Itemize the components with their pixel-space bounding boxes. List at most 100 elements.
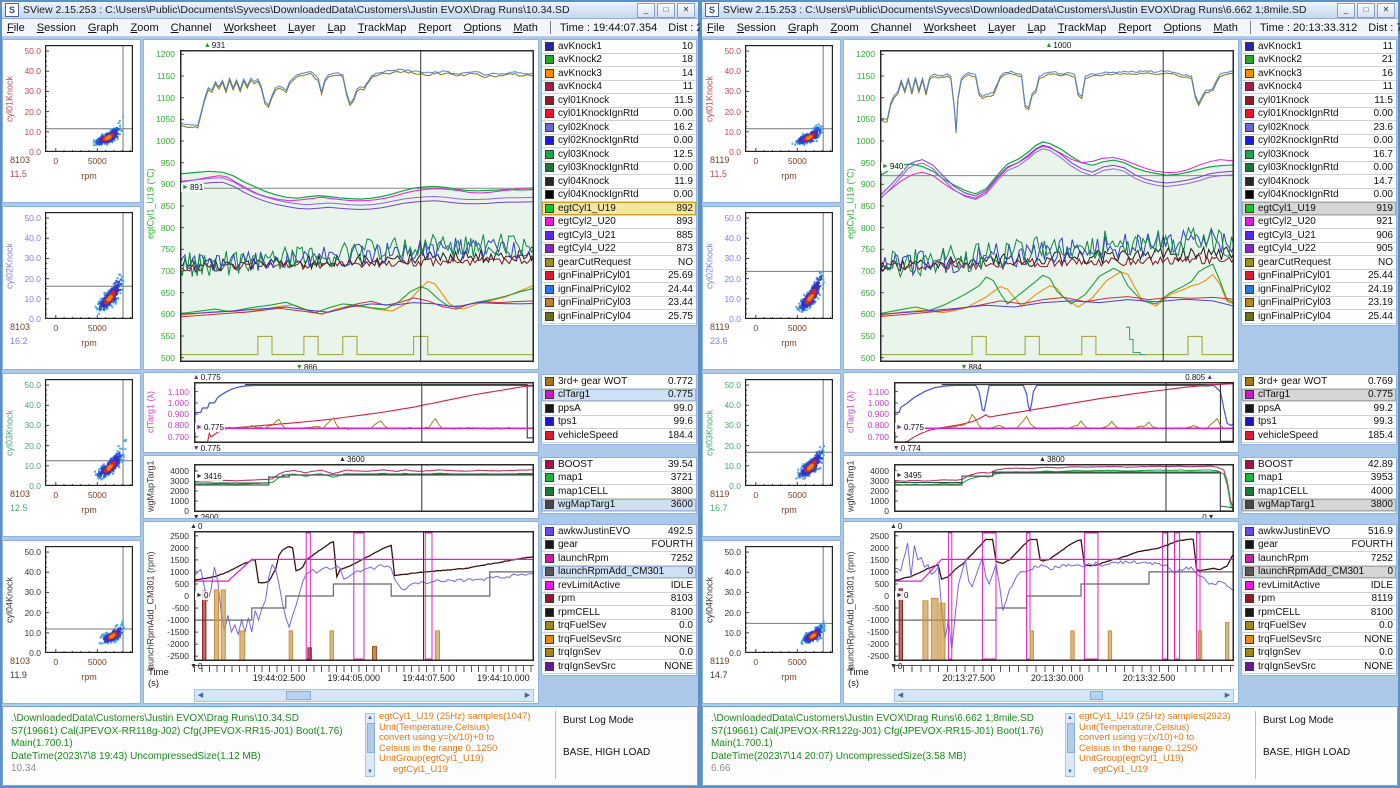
scrollbar-thumb[interactable] xyxy=(1067,723,1075,753)
close-button[interactable]: ✕ xyxy=(677,3,695,18)
channel-row[interactable]: vehicleSpeed184.4 xyxy=(542,429,696,443)
channel-row[interactable]: cyl03Knock12.5 xyxy=(542,148,696,162)
channel-row[interactable]: map13953 xyxy=(1242,472,1396,486)
channel-row[interactable]: clTarg10.775 xyxy=(542,389,696,403)
wgmap-chart-plot-area[interactable] xyxy=(894,464,1234,512)
channel-row[interactable]: wgMapTarg13800 xyxy=(1242,499,1396,513)
menu-session[interactable]: Session xyxy=(737,22,776,34)
channel-row[interactable]: ignFinalPriCyl0224.19 xyxy=(1242,283,1396,297)
channel-row[interactable]: cyl04KnockIgnRtd0.00 xyxy=(542,189,696,203)
scroll-left-arrow-icon[interactable]: ◀ xyxy=(895,690,906,701)
minimize-button[interactable]: _ xyxy=(637,3,655,18)
menu-zoom[interactable]: Zoom xyxy=(130,22,158,34)
channel-row[interactable]: cyl01KnockIgnRtd0.00 xyxy=(542,108,696,122)
menu-math[interactable]: Math xyxy=(513,22,537,34)
channel-row[interactable]: ignFinalPriCyl0425.44 xyxy=(1242,310,1396,324)
channel-row[interactable]: egtCyl3_U21906 xyxy=(1242,229,1396,243)
scatter-plot-area[interactable] xyxy=(745,212,833,319)
channel-row[interactable]: egtCyl1_U19919 xyxy=(1242,202,1396,216)
channel-info-scrollbar[interactable]: ▲▼ xyxy=(365,713,375,777)
menu-channel[interactable]: Channel xyxy=(871,22,912,34)
menu-channel[interactable]: Channel xyxy=(171,22,212,34)
main-chart-plot-area[interactable] xyxy=(180,50,534,362)
menu-math[interactable]: Math xyxy=(1213,22,1237,34)
horizontal-scrollbar[interactable]: ◀▶ xyxy=(194,689,534,702)
channel-row[interactable]: cyl01Knock11.5 xyxy=(1242,94,1396,108)
channel-row[interactable]: cyl01KnockIgnRtd0.00 xyxy=(1242,108,1396,122)
scatter-plot-area[interactable] xyxy=(745,546,833,653)
channel-row[interactable]: 3rd+ gear WOT0.769 xyxy=(1242,375,1396,389)
channel-row[interactable]: wgMapTarg13600 xyxy=(542,499,696,513)
menu-lap[interactable]: Lap xyxy=(1028,22,1046,34)
scatter-plot-area[interactable] xyxy=(45,379,133,486)
channel-row[interactable]: cyl03KnockIgnRtd0.00 xyxy=(542,162,696,176)
scatter-plot-area[interactable] xyxy=(45,45,133,152)
scatter-plot-area[interactable] xyxy=(45,546,133,653)
channel-row[interactable]: cyl02KnockIgnRtd0.00 xyxy=(542,135,696,149)
channel-row[interactable]: awkwJustinEVO516.9 xyxy=(1242,525,1396,539)
channel-row[interactable]: ppsA99.0 xyxy=(542,402,696,416)
scroll-down-arrow-icon[interactable]: ▼ xyxy=(366,768,374,776)
wgmap-chart-plot-area[interactable] xyxy=(194,464,534,512)
channel-row[interactable]: cyl01Knock11.5 xyxy=(542,94,696,108)
channel-row[interactable]: gearCutRequestNO xyxy=(1242,256,1396,270)
channel-row[interactable]: map13721 xyxy=(542,472,696,486)
menu-worksheet[interactable]: Worksheet xyxy=(924,22,976,34)
channel-row[interactable]: avKnock411 xyxy=(1242,81,1396,95)
cltarg-chart-plot-area[interactable] xyxy=(194,382,534,443)
menu-trackmap[interactable]: TrackMap xyxy=(1058,22,1107,34)
channel-row[interactable]: launchRpmAdd_CM3010 xyxy=(542,566,696,580)
minimize-button[interactable]: _ xyxy=(1337,3,1355,18)
channel-row[interactable]: cyl02Knock16.2 xyxy=(542,121,696,135)
channel-row[interactable]: tps199.3 xyxy=(1242,416,1396,430)
channel-row[interactable]: gearFOURTH xyxy=(1242,539,1396,553)
channel-row[interactable]: ignFinalPriCyl0323.44 xyxy=(542,297,696,311)
channel-row[interactable]: gearFOURTH xyxy=(542,539,696,553)
channel-row[interactable]: ignFinalPriCyl0125.69 xyxy=(542,270,696,284)
scrollbar-thumb[interactable] xyxy=(286,691,311,700)
channel-row[interactable]: rpm8103 xyxy=(542,593,696,607)
close-button[interactable]: ✕ xyxy=(1377,3,1395,18)
channel-row[interactable]: map1CELL4000 xyxy=(1242,485,1396,499)
menu-layer[interactable]: Layer xyxy=(288,22,316,34)
channel-row[interactable]: avKnock411 xyxy=(542,81,696,95)
scroll-up-arrow-icon[interactable]: ▲ xyxy=(366,714,374,722)
scatter-plot-area[interactable] xyxy=(745,45,833,152)
channel-row[interactable]: avKnock221 xyxy=(1242,54,1396,68)
cltarg-chart-plot-area[interactable] xyxy=(894,382,1234,443)
launch-chart-plot-area[interactable] xyxy=(194,531,534,661)
menu-zoom[interactable]: Zoom xyxy=(830,22,858,34)
channel-info-scrollbar[interactable]: ▲▼ xyxy=(1065,713,1075,777)
channel-row[interactable]: ignFinalPriCyl0125.44 xyxy=(1242,270,1396,284)
channel-row[interactable]: ignFinalPriCyl0323.19 xyxy=(1242,297,1396,311)
menu-layer[interactable]: Layer xyxy=(988,22,1016,34)
channel-row[interactable]: launchRpmAdd_CM3010 xyxy=(1242,566,1396,580)
menu-graph[interactable]: Graph xyxy=(88,22,119,34)
channel-row[interactable]: egtCyl4_U22905 xyxy=(1242,243,1396,257)
scroll-up-arrow-icon[interactable]: ▲ xyxy=(1066,714,1074,722)
menu-lap[interactable]: Lap xyxy=(328,22,346,34)
channel-row[interactable]: revLimitActiveIDLE xyxy=(1242,579,1396,593)
channel-row[interactable]: awkwJustinEVO492.5 xyxy=(542,525,696,539)
channel-row[interactable]: launchRpm7252 xyxy=(1242,552,1396,566)
channel-row[interactable]: avKnock218 xyxy=(542,54,696,68)
channel-row[interactable]: gearCutRequestNO xyxy=(542,256,696,270)
channel-row[interactable]: egtCyl2_U20893 xyxy=(542,216,696,230)
scroll-left-arrow-icon[interactable]: ◀ xyxy=(195,690,206,701)
channel-row[interactable]: trqIgnSevSrcNONE xyxy=(542,660,696,674)
channel-row[interactable]: avKnock314 xyxy=(542,67,696,81)
channel-row[interactable]: trqFuelSevSrcNONE xyxy=(1242,633,1396,647)
maximize-button[interactable]: □ xyxy=(1357,3,1375,18)
channel-row[interactable]: tps199.6 xyxy=(542,416,696,430)
launch-chart-plot-area[interactable] xyxy=(894,531,1234,661)
menu-options[interactable]: Options xyxy=(463,22,501,34)
menu-graph[interactable]: Graph xyxy=(788,22,819,34)
scroll-right-arrow-icon[interactable]: ▶ xyxy=(1222,690,1233,701)
menu-report[interactable]: Report xyxy=(418,22,451,34)
main-chart-plot-area[interactable] xyxy=(880,50,1234,362)
scrollbar-thumb[interactable] xyxy=(1090,691,1103,700)
channel-row[interactable]: avKnock316 xyxy=(1242,67,1396,81)
scatter-plot-area[interactable] xyxy=(745,379,833,486)
channel-row[interactable]: cyl03Knock16.7 xyxy=(1242,148,1396,162)
channel-row[interactable]: trqFuelSev0.0 xyxy=(1242,620,1396,634)
